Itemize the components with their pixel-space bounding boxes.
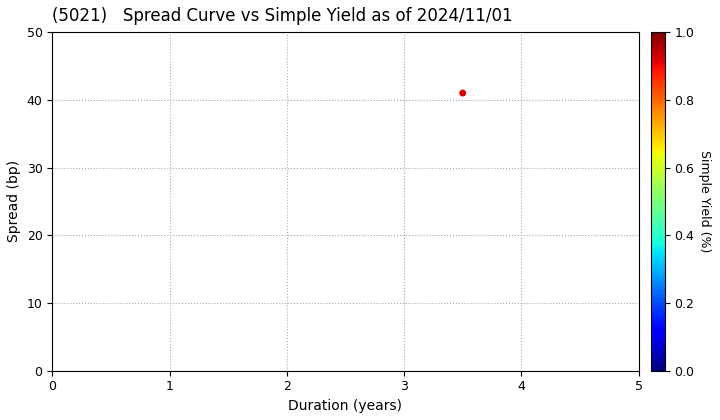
Y-axis label: Simple Yield (%): Simple Yield (%) <box>698 150 711 252</box>
Text: (5021)   Spread Curve vs Simple Yield as of 2024/11/01: (5021) Spread Curve vs Simple Yield as o… <box>53 7 513 25</box>
X-axis label: Duration (years): Duration (years) <box>289 399 402 413</box>
Y-axis label: Spread (bp): Spread (bp) <box>7 160 21 242</box>
Point <box>457 89 469 96</box>
